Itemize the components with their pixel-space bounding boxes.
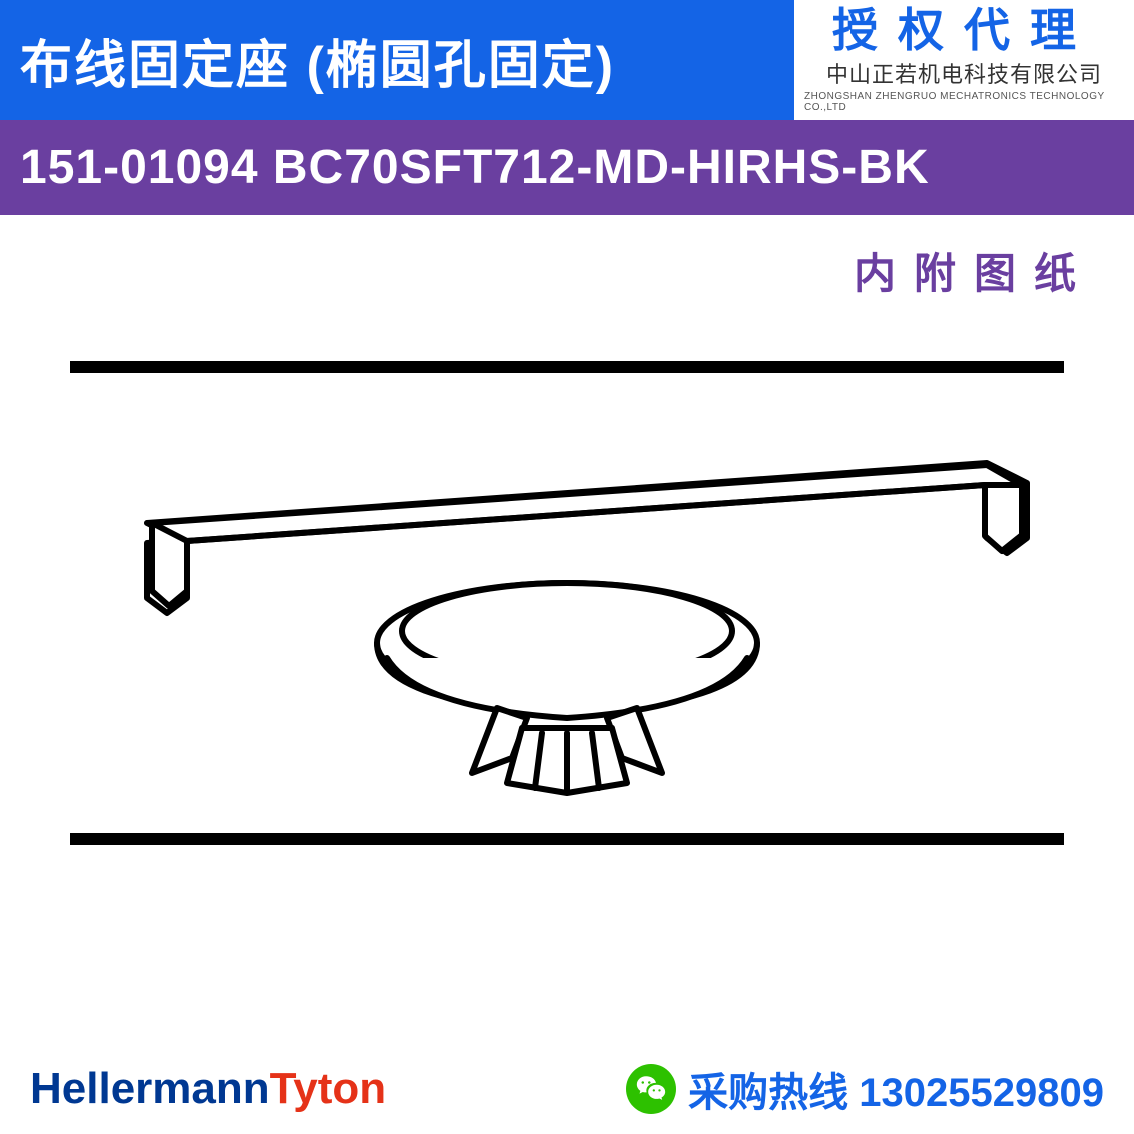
agent-company-cn: 中山正若机电科技有限公司	[826, 57, 1102, 89]
top-border-bar	[70, 361, 1064, 373]
brand-part1: Hellermann	[30, 1064, 270, 1114]
wechat-icon	[626, 1064, 676, 1114]
hotline-phone: 13025529809	[859, 1071, 1104, 1115]
agent-title: 授权代理	[832, 7, 1096, 53]
hotline: 采购热线 13025529809	[688, 1060, 1104, 1118]
diagram-area	[0, 361, 1134, 845]
bottom-border-bar	[70, 833, 1064, 845]
product-code-bar: 151-01094 BC70SFT712-MD-HIRHS-BK	[0, 120, 1134, 215]
authorized-agent-box: 授权代理 中山正若机电科技有限公司 ZHONGSHAN ZHENGRUO MEC…	[794, 0, 1134, 120]
product-diagram	[67, 373, 1067, 833]
brand-part2: Tyton	[270, 1064, 387, 1114]
footer: HellermannTyton 采购热线 13025529809	[0, 1044, 1134, 1134]
agent-company-en: ZHONGSHAN ZHENGRUO MECHATRONICS TECHNOLO…	[804, 91, 1124, 113]
drawing-note: 内附图纸	[0, 215, 1134, 301]
hotline-label: 采购热线	[688, 1071, 848, 1115]
header-row: 布线固定座 (椭圆孔固定) 授权代理 中山正若机电科技有限公司 ZHONGSHA…	[0, 0, 1134, 120]
product-category-title: 布线固定座 (椭圆孔固定)	[0, 0, 794, 120]
brand-logo: HellermannTyton	[30, 1064, 386, 1114]
